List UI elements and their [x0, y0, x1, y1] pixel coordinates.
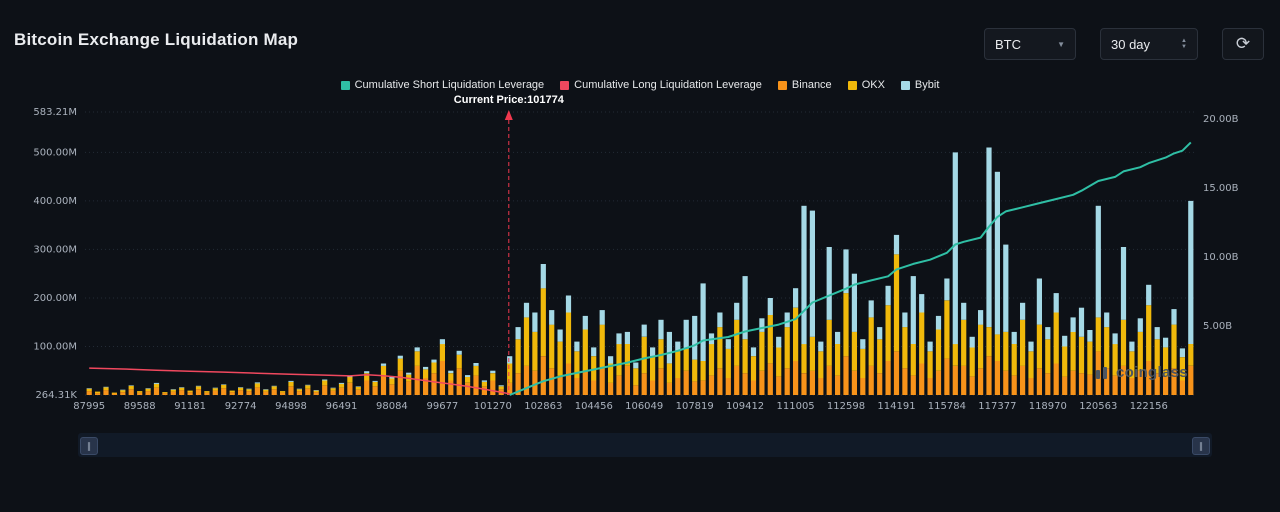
svg-text:99677: 99677 [426, 401, 458, 412]
legend-label: OKX [861, 79, 885, 91]
refresh-icon: ⟳ [1235, 34, 1251, 53]
legend-label: Bybit [914, 79, 940, 91]
legend-label: Cumulative Long Liquidation Leverage [574, 79, 762, 91]
svg-text:500.00M: 500.00M [33, 147, 77, 158]
svg-text:112598: 112598 [827, 401, 865, 412]
svg-text:111005: 111005 [777, 401, 815, 412]
svg-text:104456: 104456 [575, 401, 613, 412]
bybit-swatch-icon [900, 80, 910, 90]
watermark-text: coinglass [1116, 364, 1188, 381]
svg-text:300.00M: 300.00M [33, 244, 77, 255]
svg-text:98084: 98084 [376, 401, 408, 412]
svg-text:106049: 106049 [625, 401, 663, 412]
svg-text:117377: 117377 [978, 401, 1016, 412]
legend-item-okx[interactable]: OKX [847, 79, 885, 91]
slider-right-handle[interactable]: ∥ [1192, 437, 1210, 455]
chart-controls: BTC ▼ 30 day ▲ ▼ ⟳ [984, 28, 1264, 60]
svg-text:264.31K: 264.31K [35, 390, 77, 401]
svg-text:107819: 107819 [676, 401, 714, 412]
svg-text:114191: 114191 [877, 401, 915, 412]
svg-text:87995: 87995 [73, 401, 105, 412]
chevron-down-icon: ▼ [1181, 44, 1187, 50]
svg-text:583.21M: 583.21M [33, 107, 77, 118]
legend-item-bybit[interactable]: Bybit [900, 79, 940, 91]
svg-text:20.00B: 20.00B [1203, 114, 1239, 125]
svg-text:200.00M: 200.00M [33, 293, 77, 304]
chevron-down-icon: ▼ [1057, 39, 1065, 49]
symbol-select[interactable]: BTC ▼ [984, 28, 1076, 60]
svg-text:92774: 92774 [225, 401, 257, 412]
timeframe-select-value: 30 day [1111, 36, 1151, 52]
svg-text:15.00B: 15.00B [1203, 183, 1239, 194]
svg-text:120563: 120563 [1079, 401, 1117, 412]
binance-swatch-icon [777, 80, 787, 90]
svg-text:5.00B: 5.00B [1203, 321, 1232, 332]
legend-label: Binance [791, 79, 832, 91]
svg-text:101270: 101270 [474, 401, 512, 412]
long-swatch-icon [560, 80, 570, 90]
coinglass-logo-icon [1094, 365, 1110, 381]
okx-swatch-icon [847, 80, 857, 90]
svg-text:94898: 94898 [275, 401, 307, 412]
refresh-button[interactable]: ⟳ [1222, 28, 1264, 60]
short-swatch-icon [340, 80, 350, 90]
current-price-label: Current Price:101774 [453, 94, 564, 106]
svg-text:118970: 118970 [1029, 401, 1067, 412]
svg-text:96491: 96491 [326, 401, 358, 412]
symbol-select-value: BTC [995, 36, 1021, 52]
svg-text:122156: 122156 [1130, 401, 1168, 412]
legend-item-short[interactable]: Cumulative Short Liquidation Leverage [340, 79, 545, 91]
timeframe-select[interactable]: 30 day ▲ ▼ [1100, 28, 1198, 60]
svg-text:100.00M: 100.00M [33, 342, 77, 353]
slider-left-handle[interactable]: ∥ [80, 437, 98, 455]
svg-text:89588: 89588 [124, 401, 156, 412]
svg-text:400.00M: 400.00M [33, 196, 77, 207]
svg-text:102863: 102863 [524, 401, 562, 412]
chevron-up-icon: ▲ [1181, 38, 1187, 44]
stepper-icons: ▲ ▼ [1181, 38, 1187, 50]
legend-item-binance[interactable]: Binance [777, 79, 832, 91]
coinglass-watermark: coinglass [1094, 364, 1188, 381]
legend-label: Cumulative Short Liquidation Leverage [354, 79, 545, 91]
legend-item-long[interactable]: Cumulative Long Liquidation Leverage [560, 79, 762, 91]
svg-text:115784: 115784 [928, 401, 966, 412]
chart-legend: Cumulative Short Liquidation Leverage Cum… [0, 79, 1280, 91]
svg-text:91181: 91181 [174, 401, 206, 412]
chart-zoom-slider[interactable]: ∥ ∥ [78, 433, 1212, 457]
page-title: Bitcoin Exchange Liquidation Map [14, 30, 299, 49]
svg-text:10.00B: 10.00B [1203, 252, 1239, 263]
svg-text:109412: 109412 [726, 401, 764, 412]
liquidation-map-chart[interactable]: 583.21M 500.00M 400.00M 300.00M 200.00M 100.0… [0, 0, 1280, 435]
